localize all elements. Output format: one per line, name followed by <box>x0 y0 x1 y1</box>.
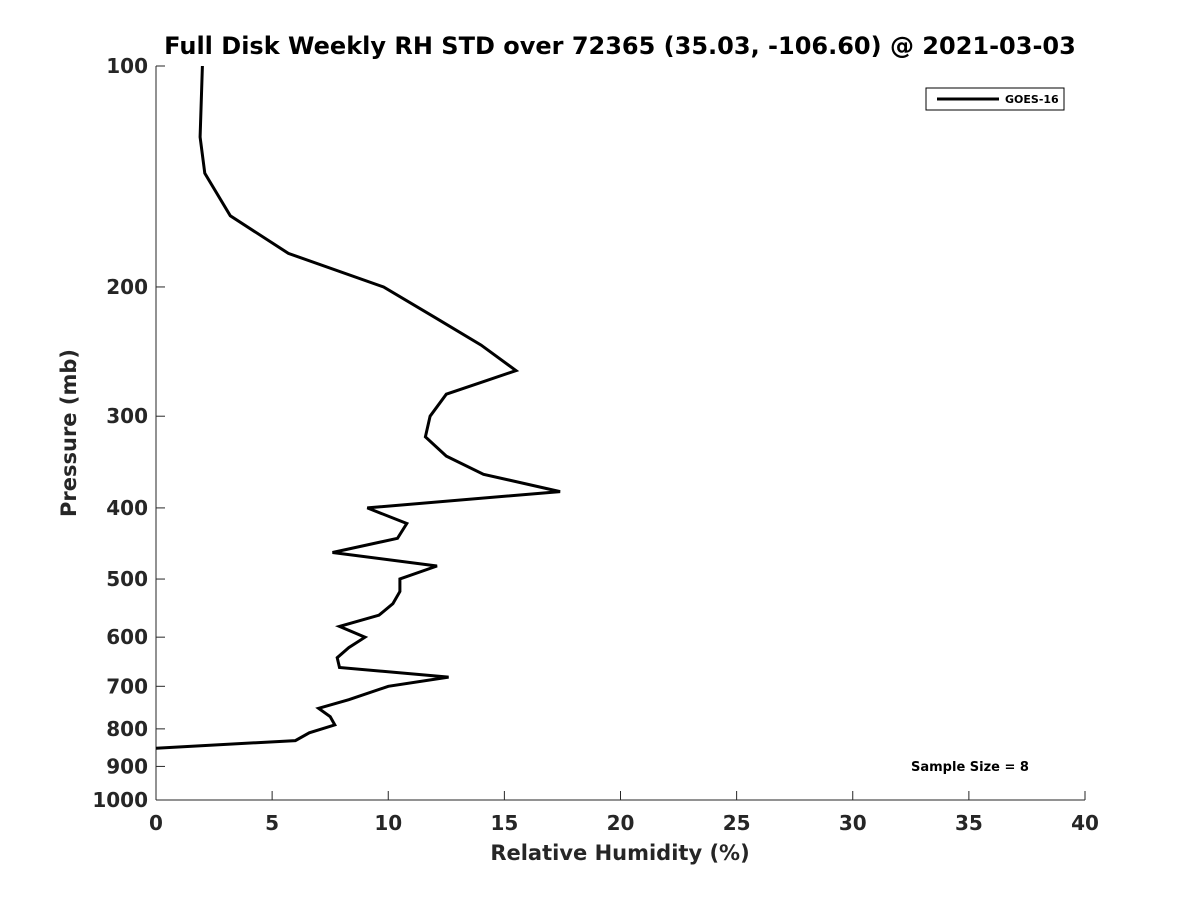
y-tick-label: 200 <box>106 275 148 299</box>
y-tick-label: 900 <box>106 754 148 778</box>
sample-size-annotation: Sample Size = 8 <box>911 760 1029 775</box>
x-tick-label: 15 <box>490 811 518 835</box>
legend: GOES-16 <box>925 87 1065 111</box>
y-tick-label: 700 <box>106 674 148 698</box>
axes: 0 5 10 15 20 25 30 35 40 100 200 300 400 500 600 700 800… <box>92 54 1099 835</box>
x-tick-label: 25 <box>723 811 751 835</box>
legend-label-goes-16: GOES-16 <box>1005 93 1059 106</box>
y-axis-label: Pressure (mb) <box>57 349 81 517</box>
x-tick-label: 10 <box>374 811 402 835</box>
series-line-goes-16 <box>155 65 561 750</box>
y-tick-label: 400 <box>106 496 148 520</box>
y-tick-label: 600 <box>106 625 148 649</box>
x-tick-label: 5 <box>265 811 279 835</box>
y-tick-label: 800 <box>106 717 148 741</box>
x-tick-label: 20 <box>607 811 635 835</box>
x-axis-label: Relative Humidity (%) <box>490 841 749 865</box>
x-tick-label: 40 <box>1071 811 1099 835</box>
y-tick-label: 300 <box>106 404 148 428</box>
chart-title: Full Disk Weekly RH STD over 72365 (35.0… <box>164 32 1076 60</box>
x-tick-label: 30 <box>839 811 867 835</box>
x-tick-label: 35 <box>955 811 983 835</box>
y-tick-label: 1000 <box>92 788 148 812</box>
y-tick-label: 500 <box>106 567 148 591</box>
plot-area <box>155 65 561 750</box>
y-tick-label: 100 <box>106 54 148 78</box>
x-tick-label: 0 <box>149 811 163 835</box>
